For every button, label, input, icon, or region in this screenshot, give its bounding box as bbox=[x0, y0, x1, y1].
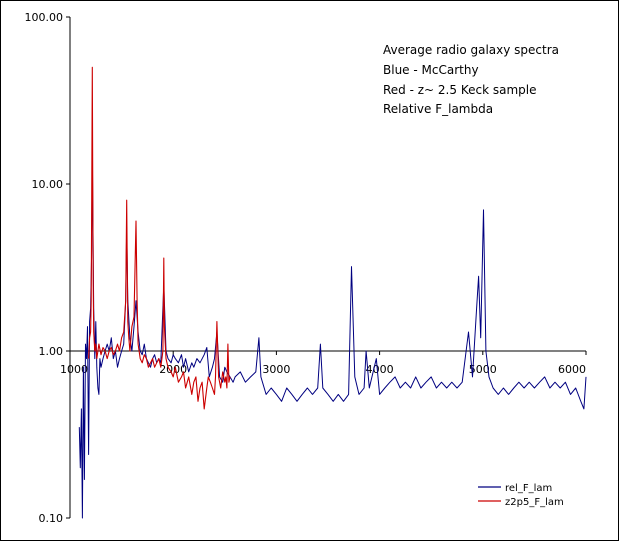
x-tick-label: 6000 bbox=[558, 363, 586, 376]
x-tick-label: 3000 bbox=[262, 363, 290, 376]
y-tick-label: 100.00 bbox=[25, 11, 64, 24]
series-layer bbox=[78, 66, 587, 519]
annotation-line-4: Relative F_lambda bbox=[383, 102, 493, 116]
y-tick-label: 0.10 bbox=[39, 512, 64, 525]
annotation-line-3: Red - z~ 2.5 Keck sample bbox=[383, 83, 536, 97]
series-line-z2p5-f-lam bbox=[88, 66, 231, 410]
y-ticks: 100.00 10.00 1.00 0.10 bbox=[25, 11, 70, 525]
annotation-line-1: Average radio galaxy spectra bbox=[383, 43, 559, 57]
legend: rel_F_lam z2p5_F_lam bbox=[478, 483, 564, 508]
legend-label-z2p5-f-lam: z2p5_F_lam bbox=[505, 497, 564, 508]
series-line-rel-f-lam bbox=[78, 149, 587, 519]
y-tick-label: 10.00 bbox=[32, 178, 64, 191]
annotation-text-block: Average radio galaxy spectra Blue - McCa… bbox=[383, 43, 559, 116]
x-tick-label: 2000 bbox=[159, 363, 187, 376]
x-tick-label: 5000 bbox=[469, 363, 497, 376]
x-ticks: 1000 2000 3000 4000 5000 6000 bbox=[60, 351, 587, 376]
y-tick-label: 1.00 bbox=[39, 345, 64, 358]
x-tick-label: 1000 bbox=[60, 363, 88, 376]
annotation-line-2: Blue - McCarthy bbox=[383, 63, 479, 77]
axes bbox=[69, 17, 586, 518]
legend-label-rel-f-lam: rel_F_lam bbox=[505, 483, 552, 494]
x-tick-label: 4000 bbox=[366, 363, 394, 376]
